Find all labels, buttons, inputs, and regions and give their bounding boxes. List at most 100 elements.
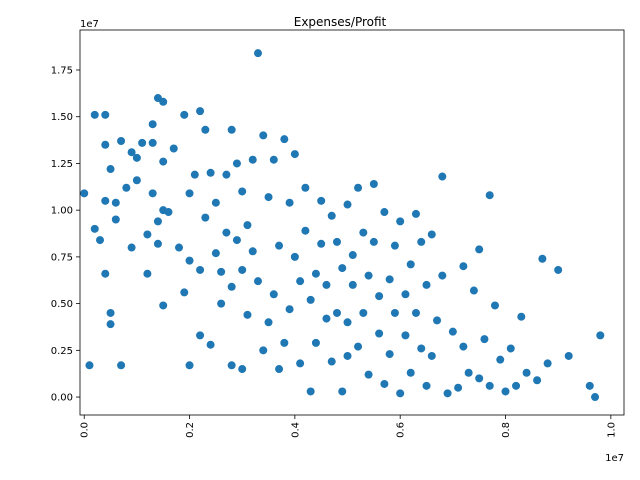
point (411, 308, 420, 317)
point (375, 292, 384, 301)
point (185, 189, 194, 198)
point (338, 387, 347, 396)
point (311, 269, 320, 278)
point (348, 280, 357, 289)
point (554, 265, 563, 274)
point (301, 226, 310, 235)
point (280, 338, 289, 347)
point (517, 312, 526, 321)
point (411, 209, 420, 218)
point (417, 237, 426, 246)
point (311, 338, 320, 347)
point (159, 97, 168, 106)
x-tick-label: 0.8 (501, 422, 512, 438)
point (243, 221, 252, 230)
point (501, 387, 510, 396)
point (354, 183, 363, 192)
point (396, 389, 405, 398)
point (506, 344, 515, 353)
point (259, 346, 268, 355)
point (327, 211, 336, 220)
point (148, 120, 157, 129)
chart-title: Expenses/Profit (294, 15, 387, 29)
point (543, 359, 552, 368)
point (269, 155, 278, 164)
point (280, 135, 289, 144)
point (153, 217, 162, 226)
point (275, 241, 284, 250)
point (343, 318, 352, 327)
point (180, 288, 189, 297)
point (227, 125, 236, 134)
point (464, 368, 473, 377)
point (253, 277, 262, 286)
y-tick-label: 1.75 (51, 65, 73, 76)
point (290, 150, 299, 159)
point (127, 243, 136, 252)
point (433, 316, 442, 325)
point (585, 381, 594, 390)
point (264, 318, 273, 327)
point (269, 290, 278, 299)
point (454, 383, 463, 392)
point (238, 265, 247, 274)
y-tick-label: 0.75 (51, 252, 73, 263)
point (332, 308, 341, 317)
point (359, 228, 368, 237)
point (396, 217, 405, 226)
point (196, 265, 205, 274)
point (290, 252, 299, 261)
point (322, 314, 331, 323)
point (185, 361, 194, 370)
point (522, 368, 531, 377)
point (153, 239, 162, 248)
point (132, 176, 141, 185)
point (148, 138, 157, 147)
x-tick-label: 0.6 (396, 422, 407, 438)
point (201, 213, 210, 222)
point (259, 131, 268, 140)
point (343, 200, 352, 209)
point (106, 308, 115, 317)
point (512, 381, 521, 390)
point (296, 359, 305, 368)
x-tick-label: 1.0 (606, 422, 617, 438)
point (459, 262, 468, 271)
point (348, 251, 357, 260)
point (285, 198, 294, 207)
point (222, 228, 231, 237)
point (101, 196, 110, 205)
point (111, 215, 120, 224)
point (369, 237, 378, 246)
point (169, 144, 178, 153)
point (90, 110, 99, 119)
point (596, 331, 605, 340)
point (490, 301, 499, 310)
y-tick-label: 0.25 (51, 346, 73, 357)
plot-frame (79, 29, 625, 416)
x-tick-label: 0.4 (290, 422, 301, 438)
point (385, 275, 394, 284)
point (296, 277, 305, 286)
x-offset-label: 1e7 (605, 453, 624, 464)
point (448, 327, 457, 336)
point (406, 368, 415, 377)
point (306, 387, 315, 396)
point (390, 241, 399, 250)
point (327, 357, 336, 366)
point (90, 224, 99, 233)
point (217, 267, 226, 276)
point (275, 365, 284, 374)
point (238, 187, 247, 196)
point (285, 305, 294, 314)
x-tick-label: 0.0 (80, 422, 91, 438)
point (211, 198, 220, 207)
point (485, 381, 494, 390)
point (380, 208, 389, 217)
point (253, 49, 262, 58)
point (127, 148, 136, 157)
point (459, 342, 468, 351)
y-tick-label: 0.00 (51, 393, 73, 404)
point (117, 361, 126, 370)
